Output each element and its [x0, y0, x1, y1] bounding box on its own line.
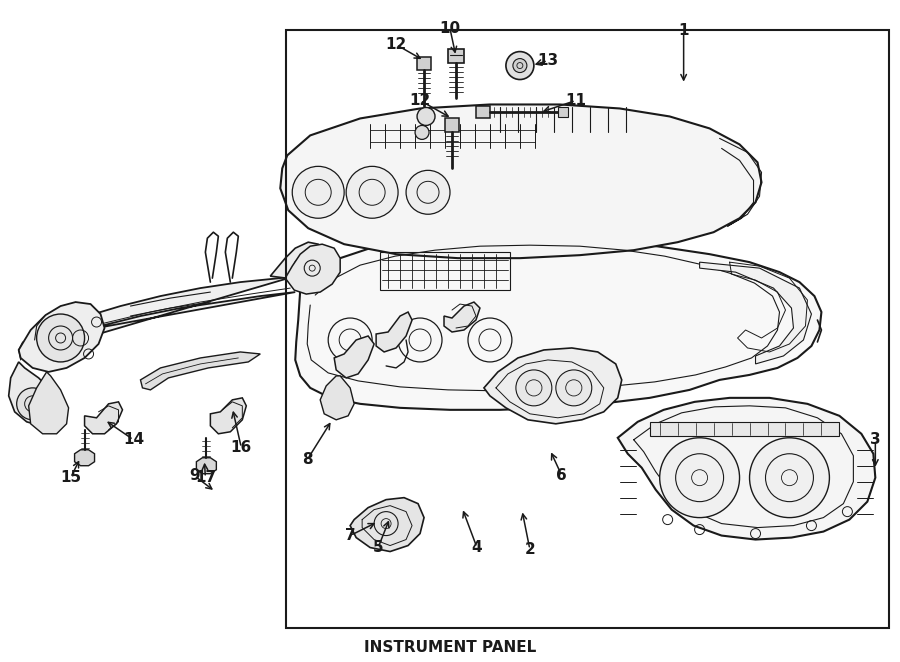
Polygon shape [484, 348, 622, 424]
Text: 13: 13 [537, 53, 558, 68]
Polygon shape [417, 56, 431, 70]
Circle shape [750, 438, 830, 518]
Text: 2: 2 [525, 542, 535, 557]
Polygon shape [140, 352, 260, 390]
Circle shape [513, 58, 526, 73]
Circle shape [516, 370, 552, 406]
Circle shape [406, 170, 450, 214]
Polygon shape [285, 244, 340, 294]
Polygon shape [334, 336, 374, 378]
Polygon shape [31, 276, 295, 354]
Polygon shape [290, 246, 330, 288]
Polygon shape [320, 376, 354, 420]
Text: INSTRUMENT PANEL: INSTRUMENT PANEL [364, 640, 536, 655]
Text: 11: 11 [565, 93, 586, 108]
Polygon shape [85, 402, 122, 434]
Polygon shape [280, 105, 761, 258]
Circle shape [415, 125, 429, 140]
Circle shape [417, 107, 435, 125]
Polygon shape [19, 302, 104, 372]
Text: 7: 7 [345, 528, 356, 543]
Text: 16: 16 [230, 440, 252, 455]
Text: 9: 9 [189, 468, 200, 483]
Polygon shape [9, 362, 57, 426]
Circle shape [660, 438, 740, 518]
Polygon shape [29, 372, 68, 434]
Polygon shape [75, 449, 94, 465]
Polygon shape [350, 498, 424, 551]
Polygon shape [376, 312, 412, 352]
Polygon shape [558, 107, 568, 117]
Circle shape [346, 166, 398, 218]
Polygon shape [444, 302, 480, 332]
Bar [286, 30, 888, 628]
Polygon shape [448, 48, 464, 63]
Polygon shape [196, 457, 216, 474]
Polygon shape [270, 242, 322, 278]
Polygon shape [650, 422, 840, 436]
Polygon shape [617, 398, 876, 540]
Text: 5: 5 [373, 540, 383, 555]
Text: 15: 15 [60, 470, 81, 485]
Circle shape [37, 314, 85, 362]
Polygon shape [699, 262, 812, 364]
Text: 12: 12 [410, 93, 431, 108]
Polygon shape [211, 398, 247, 434]
Polygon shape [295, 236, 822, 410]
Text: 10: 10 [439, 21, 461, 36]
Text: 14: 14 [123, 432, 144, 448]
Text: 6: 6 [556, 468, 567, 483]
Polygon shape [476, 107, 490, 118]
Circle shape [17, 388, 49, 420]
Text: 4: 4 [472, 540, 482, 555]
Polygon shape [445, 118, 459, 132]
Text: 1: 1 [679, 23, 688, 38]
Text: 8: 8 [302, 452, 312, 467]
Circle shape [556, 370, 592, 406]
Text: 12: 12 [385, 37, 407, 52]
Text: 17: 17 [194, 470, 216, 485]
Circle shape [292, 166, 344, 218]
Circle shape [506, 52, 534, 79]
Text: 3: 3 [870, 432, 881, 448]
